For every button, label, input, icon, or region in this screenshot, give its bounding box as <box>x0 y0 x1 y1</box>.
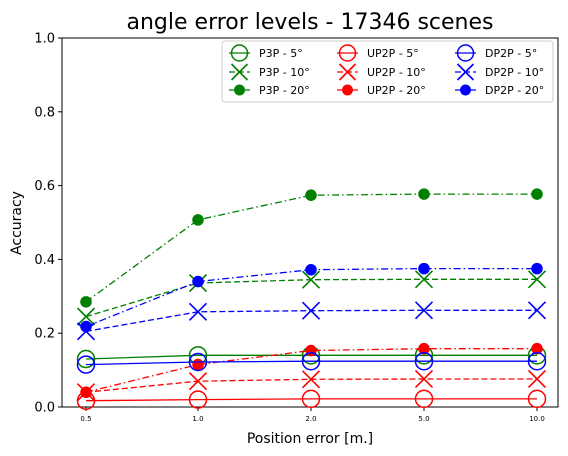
data-point-dp2p-20deg <box>531 262 543 275</box>
legend-marker-dp2p-5deg <box>456 44 475 62</box>
data-point-dp2p-20deg <box>305 263 317 276</box>
data-point-dp2p-10deg <box>527 301 547 320</box>
legend-entry-up2p-5deg: UP2P - 5° <box>337 44 419 62</box>
data-point-up2p-20deg <box>531 342 543 355</box>
data-point-dp2p-5deg <box>527 351 547 371</box>
x-tick-label: 0.5 <box>80 415 91 423</box>
y-tick-label: 0.0 <box>34 401 55 416</box>
x-axis-label: Position error [m.] <box>247 431 373 447</box>
data-point-dp2p-10deg <box>301 301 321 320</box>
x-tick-label: 10.0 <box>529 415 545 423</box>
series-line-dp2p-5deg <box>85 360 537 366</box>
data-point-up2p-5deg <box>301 389 321 409</box>
series-p3p-20deg <box>80 188 543 308</box>
legend-marker-p3p-20deg <box>234 84 245 96</box>
data-point-up2p-5deg <box>414 389 434 409</box>
legend-marker-p3p-5deg <box>230 44 249 62</box>
series-dp2p-10deg <box>76 301 547 341</box>
y-tick-label: 1.0 <box>34 32 55 47</box>
series-line-up2p-20deg <box>85 348 537 393</box>
data-point-up2p-20deg <box>418 342 430 355</box>
data-point-dp2p-5deg <box>188 352 208 372</box>
data-point-dp2p-20deg <box>192 275 204 288</box>
legend-label-p3p-5deg: P3P - 5° <box>259 47 303 60</box>
series-dp2p-20deg <box>80 262 543 333</box>
legend-label-dp2p-10deg: DP2P - 10° <box>485 66 544 79</box>
legend-entry-dp2p-10deg: DP2P - 10° <box>455 63 544 81</box>
data-point-up2p-10deg <box>414 369 434 389</box>
legend-frame <box>221 40 554 103</box>
data-point-p3p-10deg <box>301 270 321 289</box>
legend-label-p3p-20deg: P3P - 20° <box>259 84 310 97</box>
legend-marker-p3p-10deg <box>230 63 249 81</box>
legend-label-p3p-10deg: P3P - 10° <box>259 66 310 79</box>
legend-entry-up2p-20deg: UP2P - 20° <box>337 84 426 97</box>
legend-marker-up2p-5deg <box>338 44 357 62</box>
data-point-up2p-10deg <box>301 370 321 389</box>
series-line-p3p-20deg <box>85 193 537 303</box>
legend-label-up2p-10deg: UP2P - 10° <box>367 66 426 79</box>
legend: P3P - 5° P3P - 10° P3P - 20° UP2P - 5° UP2P … <box>221 40 554 103</box>
series-up2p-10deg <box>76 369 547 402</box>
data-point-up2p-10deg <box>527 369 547 389</box>
x-tick-label: 1.0 <box>192 415 203 423</box>
data-point-p3p-20deg <box>305 189 317 201</box>
x-tick-label: 5.0 <box>418 415 429 423</box>
legend-label-up2p-20deg: UP2P - 20° <box>367 84 426 97</box>
data-point-dp2p-5deg <box>301 351 321 371</box>
legend-label-up2p-5deg: UP2P - 5° <box>367 47 419 60</box>
data-point-p3p-20deg <box>192 214 204 226</box>
legend-entry-p3p-5deg: P3P - 5° <box>229 44 303 62</box>
data-point-p3p-10deg <box>414 270 434 289</box>
y-axis-label: Accuracy <box>9 191 25 255</box>
data-point-p3p-10deg <box>527 270 547 289</box>
data-point-p3p-20deg <box>418 188 430 200</box>
data-point-up2p-20deg <box>80 386 92 399</box>
data-point-dp2p-20deg <box>80 320 92 333</box>
legend-entry-p3p-10deg: P3P - 10° <box>229 63 310 81</box>
series-line-up2p-5deg <box>85 398 537 402</box>
legend-marker-dp2p-10deg <box>456 63 475 81</box>
data-point-up2p-5deg <box>527 389 547 409</box>
data-point-dp2p-10deg <box>188 302 208 321</box>
y-tick-label: 0.8 <box>34 105 55 120</box>
chart-title: angle error levels - 17346 scenes <box>127 10 494 35</box>
series-layer <box>76 188 547 410</box>
legend-entry-dp2p-5deg: DP2P - 5° <box>455 44 537 62</box>
data-point-dp2p-5deg <box>414 351 434 371</box>
series-p3p-10deg <box>76 270 547 326</box>
legend-label-dp2p-20deg: DP2P - 20° <box>485 84 544 97</box>
legend-label-dp2p-5deg: DP2P - 5° <box>485 47 537 60</box>
legend-marker-dp2p-20deg <box>460 84 471 96</box>
y-tick-label: 0.4 <box>34 253 55 268</box>
legend-marker-up2p-20deg <box>342 84 353 96</box>
data-point-up2p-20deg <box>192 358 204 371</box>
data-point-p3p-20deg <box>80 296 92 308</box>
data-point-p3p-20deg <box>531 188 543 200</box>
data-point-up2p-10deg <box>188 372 208 391</box>
data-point-p3p-5deg <box>76 349 96 369</box>
legend-entry-up2p-10deg: UP2P - 10° <box>337 63 426 81</box>
x-tick-label: 2.0 <box>305 415 316 423</box>
data-point-dp2p-5deg <box>76 355 96 374</box>
data-point-up2p-5deg <box>188 390 208 409</box>
data-point-dp2p-10deg <box>414 301 434 320</box>
data-point-p3p-10deg <box>76 307 96 326</box>
series-dp2p-5deg <box>76 351 547 374</box>
legend-entry-p3p-20deg: P3P - 20° <box>229 84 310 97</box>
series-up2p-5deg <box>76 389 547 410</box>
legend-marker-up2p-10deg <box>338 63 357 81</box>
data-point-dp2p-20deg <box>418 262 430 275</box>
legend-entry-dp2p-20deg: DP2P - 20° <box>455 84 544 97</box>
y-axis: 0.0 0.2 0.4 0.6 0.8 1.0 <box>34 32 62 416</box>
y-tick-label: 0.6 <box>34 179 55 194</box>
y-tick-label: 0.2 <box>34 327 55 342</box>
